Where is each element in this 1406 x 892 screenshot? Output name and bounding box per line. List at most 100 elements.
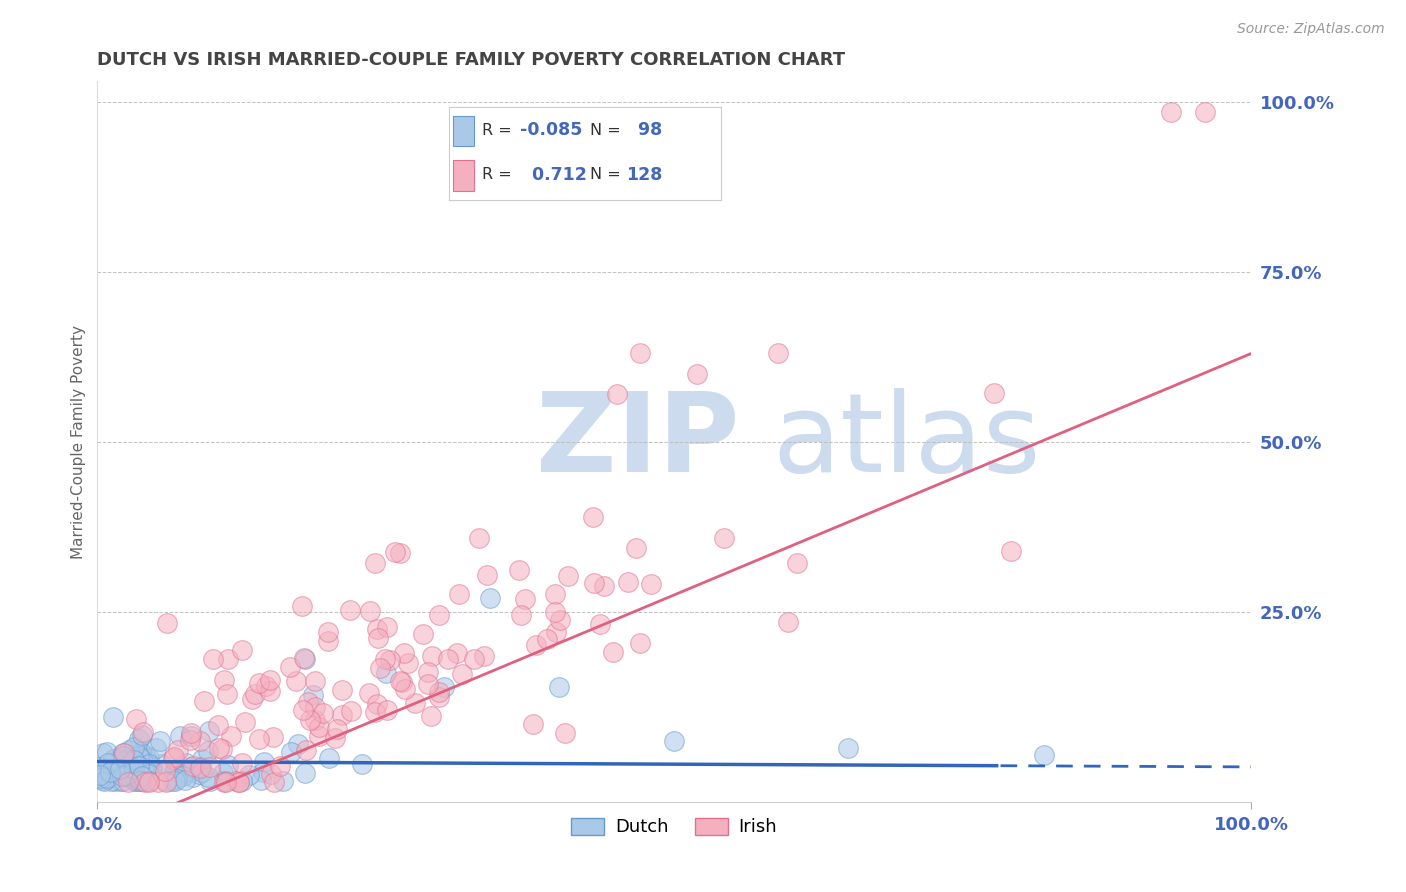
Point — [478, 591, 501, 606]
Point — [429, 690, 451, 705]
Point — [375, 620, 398, 634]
Point — [134, 747, 156, 762]
Point — [89, 768, 111, 782]
Point — [389, 673, 412, 688]
Point — [271, 774, 294, 789]
Point — [1000, 544, 1022, 558]
Point — [340, 705, 363, 719]
Point — [463, 652, 485, 666]
Point — [536, 632, 558, 647]
Point — [163, 765, 186, 780]
Point — [118, 757, 141, 772]
Point — [404, 697, 426, 711]
Point — [131, 752, 153, 766]
Point — [254, 679, 277, 693]
Point — [108, 774, 131, 789]
Point — [117, 775, 139, 789]
Point — [128, 748, 150, 763]
Point — [104, 764, 127, 779]
Point — [664, 734, 686, 748]
Point — [112, 746, 135, 760]
Point — [364, 706, 387, 720]
Point — [260, 766, 283, 780]
Point — [112, 746, 135, 760]
Point — [548, 680, 571, 694]
Text: DUTCH VS IRISH MARRIED-COUPLE FAMILY POVERTY CORRELATION CHART: DUTCH VS IRISH MARRIED-COUPLE FAMILY POV… — [97, 51, 845, 69]
Point — [129, 745, 152, 759]
Point — [174, 764, 197, 779]
Point — [91, 766, 114, 780]
Point — [250, 773, 273, 788]
Point — [231, 642, 253, 657]
Point — [368, 661, 391, 675]
Point — [91, 773, 114, 788]
Point — [429, 685, 451, 699]
Point — [217, 757, 239, 772]
Point — [110, 766, 132, 780]
Point — [394, 682, 416, 697]
Point — [617, 575, 640, 590]
Point — [304, 700, 326, 714]
Point — [118, 771, 141, 785]
Point — [323, 731, 346, 745]
Point — [768, 346, 790, 360]
Point — [278, 660, 301, 674]
Point — [316, 625, 339, 640]
Point — [384, 545, 406, 559]
Point — [98, 764, 121, 779]
Point — [786, 556, 808, 570]
Point — [108, 762, 131, 776]
Point — [188, 761, 211, 775]
Point — [247, 676, 270, 690]
Point — [628, 346, 651, 360]
Point — [129, 774, 152, 789]
Point — [262, 730, 284, 744]
Point — [437, 651, 460, 665]
Point — [131, 728, 153, 742]
Point — [332, 707, 354, 722]
Point — [207, 718, 229, 732]
Point — [149, 757, 172, 772]
Text: atlas: atlas — [772, 388, 1040, 495]
Point — [284, 674, 307, 689]
Point — [148, 734, 170, 748]
Point — [513, 592, 536, 607]
Point — [583, 576, 606, 591]
Text: Source: ZipAtlas.com: Source: ZipAtlas.com — [1237, 22, 1385, 37]
Y-axis label: Married-Couple Family Poverty: Married-Couple Family Poverty — [72, 325, 86, 558]
Point — [366, 698, 388, 712]
Point — [451, 666, 474, 681]
Point — [640, 576, 662, 591]
Point — [420, 709, 443, 723]
Point — [287, 737, 309, 751]
Point — [124, 774, 146, 789]
Point — [294, 652, 316, 666]
Point — [145, 741, 167, 756]
Point — [141, 761, 163, 775]
Point — [308, 720, 330, 734]
Point — [606, 387, 628, 401]
Point — [602, 645, 624, 659]
Point — [231, 756, 253, 770]
Point — [122, 740, 145, 755]
Point — [686, 367, 709, 381]
Point — [508, 563, 530, 577]
Point — [280, 745, 302, 759]
Point — [172, 769, 194, 783]
Point — [238, 767, 260, 781]
Point — [193, 693, 215, 707]
Point — [212, 775, 235, 789]
Point — [134, 775, 156, 789]
Point — [87, 769, 110, 783]
Point — [197, 770, 219, 784]
Point — [233, 715, 256, 730]
Point — [96, 771, 118, 785]
Point — [231, 774, 253, 789]
Point — [1032, 747, 1054, 762]
Point — [132, 761, 155, 775]
Point — [301, 688, 323, 702]
Point — [524, 638, 547, 652]
Point — [304, 674, 326, 689]
Point — [124, 712, 146, 726]
Point — [214, 774, 236, 789]
